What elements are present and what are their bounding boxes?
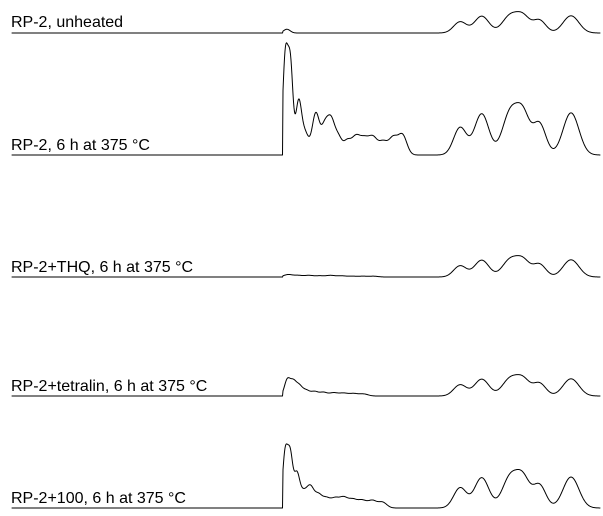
trace-100: RP-2+100, 6 h at 375 °C (11, 443, 601, 509)
trace-unheated: RP-2, unheated (11, 11, 601, 34)
trace-label: RP-2, 6 h at 375 °C (11, 137, 150, 154)
trace-line (11, 11, 601, 34)
trace-label: RP-2+THQ, 6 h at 375 °C (11, 259, 193, 276)
trace-label: RP-2+tetralin, 6 h at 375 °C (11, 378, 207, 395)
trace-label: RP-2, unheated (11, 14, 123, 31)
trace-label: RP-2+100, 6 h at 375 °C (11, 490, 186, 507)
trace-line (11, 255, 601, 278)
trace-tetralin: RP-2+tetralin, 6 h at 375 °C (11, 374, 601, 397)
trace-line (11, 374, 601, 397)
trace-6h-375: RP-2, 6 h at 375 °C (11, 42, 601, 156)
trace-line (11, 443, 601, 509)
trace-line (11, 42, 601, 156)
trace-thq: RP-2+THQ, 6 h at 375 °C (11, 255, 601, 278)
